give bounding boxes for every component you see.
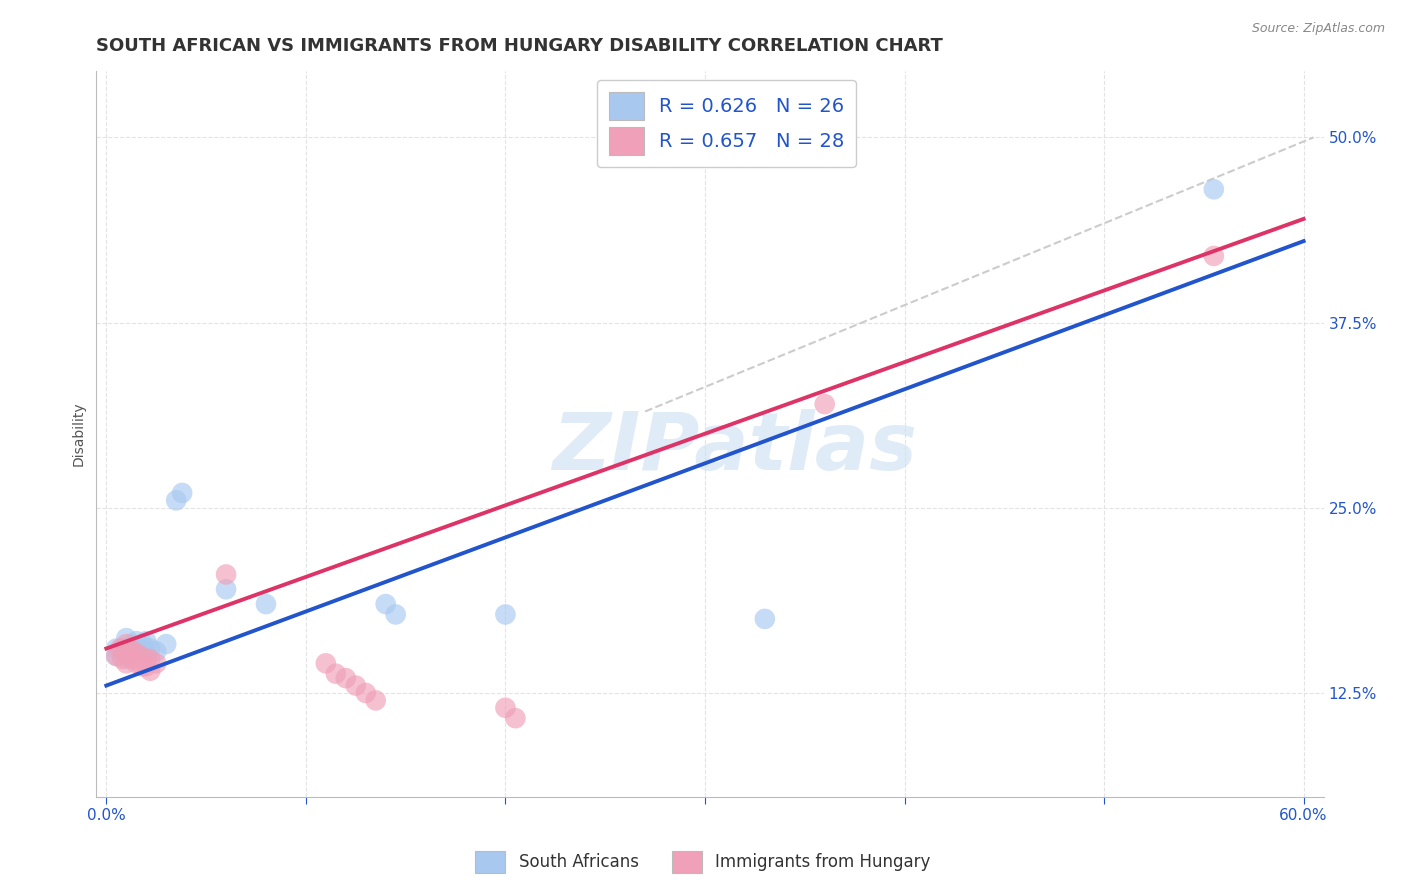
Point (111, 641, 134, 656)
Point (111, 652, 134, 666)
Point (145, 657, 167, 671)
Point (1202, 249, 1225, 263)
Point (125, 634, 148, 648)
Point (1202, 182, 1225, 196)
Point (125, 646, 148, 660)
Point (165, 493, 187, 508)
Point (110, 641, 132, 656)
Point (814, 397, 837, 411)
Point (384, 607, 406, 622)
Point (344, 679, 367, 693)
Point (139, 664, 162, 678)
Text: Source: ZipAtlas.com: Source: ZipAtlas.com (1251, 22, 1385, 36)
Point (131, 646, 153, 660)
Point (315, 657, 337, 671)
Point (145, 644, 167, 658)
Point (115, 657, 138, 671)
Point (125, 657, 148, 671)
Legend: South Africans, Immigrants from Hungary: South Africans, Immigrants from Hungary (468, 845, 938, 880)
Point (494, 700, 516, 714)
Point (215, 567, 238, 582)
Text: SOUTH AFRICAN VS IMMIGRANTS FROM HUNGARY DISABILITY CORRELATION CHART: SOUTH AFRICAN VS IMMIGRANTS FROM HUNGARY… (97, 37, 943, 55)
Point (172, 486, 194, 500)
Point (121, 652, 143, 666)
Point (505, 711, 527, 725)
Point (325, 666, 347, 681)
Point (115, 652, 138, 666)
Point (115, 646, 138, 660)
Point (125, 644, 148, 658)
Y-axis label: Disability: Disability (72, 401, 86, 466)
Point (135, 634, 157, 648)
Point (374, 597, 396, 611)
Legend: R = 0.626   N = 26, R = 0.657   N = 28: R = 0.626 N = 26, R = 0.657 N = 28 (598, 80, 856, 167)
Point (135, 652, 157, 666)
Point (131, 637, 153, 651)
Point (105, 648, 128, 663)
Point (121, 637, 143, 651)
Point (120, 641, 142, 656)
Point (120, 641, 142, 656)
Point (131, 659, 153, 673)
Point (494, 607, 516, 622)
Point (135, 659, 157, 673)
Point (139, 641, 162, 656)
Point (754, 612, 776, 626)
Point (254, 597, 277, 611)
Point (215, 582, 238, 597)
Point (105, 648, 128, 663)
Point (129, 648, 152, 663)
Point (335, 671, 357, 685)
Text: ZIPatlas: ZIPatlas (553, 409, 917, 487)
Point (115, 637, 138, 651)
Point (354, 686, 377, 700)
Point (105, 641, 128, 656)
Point (139, 652, 162, 666)
Point (115, 631, 138, 645)
Point (364, 693, 387, 707)
Point (155, 637, 177, 651)
Point (135, 644, 157, 658)
Point (115, 641, 138, 656)
